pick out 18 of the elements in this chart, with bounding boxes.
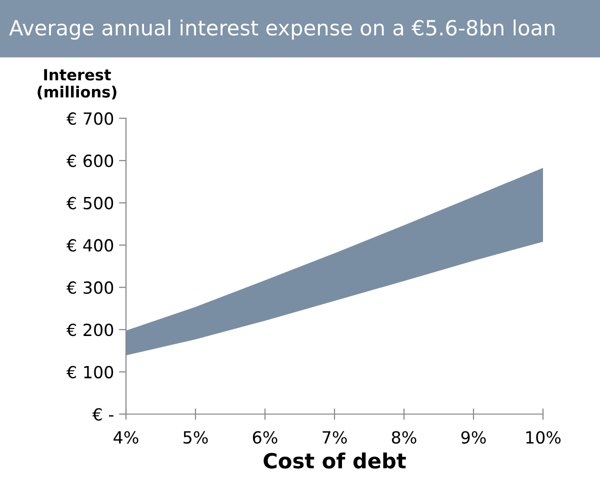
x-tick-label: 4%: [114, 431, 138, 444]
x-axis-title: Cost of debt: [264, 452, 406, 469]
y-axis-title: Interest (millions): [38, 69, 116, 100]
y-tick-label: € 100: [66, 366, 114, 378]
y-tick-label: € 700: [66, 112, 114, 125]
x-tick-label: 10%: [526, 431, 561, 444]
y-tick-label: € 200: [66, 324, 114, 336]
x-tick-label: 5%: [184, 431, 208, 444]
y-tick-label: € -: [92, 408, 114, 421]
y-tick-label: € 500: [66, 196, 114, 210]
y-tick-label: € 400: [66, 239, 114, 252]
y-tick-label: € 300: [66, 281, 114, 294]
x-tick-label: 8%: [392, 431, 416, 444]
x-tick-label: 6%: [252, 431, 278, 444]
chart-title: Average annual interest expense on a €5.6-8bn loan: [9, 20, 554, 40]
y-tick-label: € 600: [66, 154, 114, 168]
x-tick-label: 7%: [322, 431, 347, 444]
x-tick-label: 9%: [461, 431, 486, 444]
